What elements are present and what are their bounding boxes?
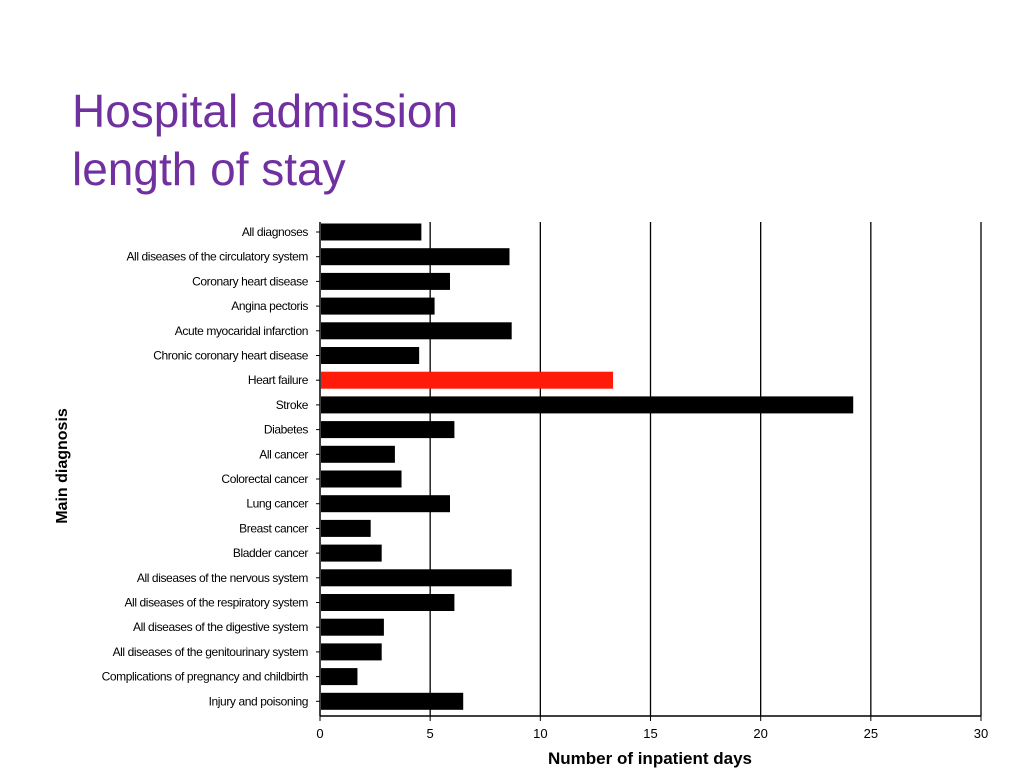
bar-heart-failure — [321, 371, 614, 389]
bar-breast-cancer — [321, 519, 371, 537]
bar-all-diagnoses — [321, 223, 422, 241]
category-label: Diabetes — [264, 423, 309, 437]
bar-coronary-heart-disease — [321, 272, 450, 290]
bar-chronic-coronary-heart-disease — [321, 347, 420, 364]
category-label: All cancer — [259, 447, 308, 461]
category-label: Chronic coronary heart disease — [153, 349, 308, 363]
category-label: Stroke — [276, 398, 309, 412]
category-label: Coronary heart disease — [192, 274, 309, 288]
bars — [321, 223, 854, 710]
category-label: Colorectal cancer — [221, 472, 308, 486]
category-label: All diseases of the nervous system — [137, 571, 309, 585]
x-tick-label: 10 — [533, 726, 547, 741]
category-label: Heart failure — [248, 373, 309, 387]
bar-lung-cancer — [321, 495, 450, 513]
bar-all-diseases-of-the-circulatory-system — [321, 248, 510, 266]
bar-all-diseases-of-the-digestive-system — [321, 618, 384, 636]
category-label: Angina pectoris — [231, 299, 308, 313]
bar-diabetes — [321, 421, 455, 439]
category-label: Bladder cancer — [233, 546, 309, 560]
y-axis-title: Main diagnosis — [54, 408, 71, 524]
bar-bladder-cancer — [321, 544, 382, 562]
category-label: Complications of pregnancy and childbirt… — [102, 670, 308, 684]
bar-angina-pectoris — [321, 297, 435, 315]
bar-complications-of-pregnancy-and-childbirth — [321, 668, 358, 686]
category-label: Lung cancer — [246, 497, 308, 511]
category-label: All diseases of the respiratory system — [124, 596, 308, 610]
bar-all-cancer — [321, 445, 395, 463]
category-label: All diseases of the genitourinary system — [113, 645, 309, 659]
x-axis: 0 5 10 15 20 25 30 — [316, 715, 988, 741]
x-tick-label: 25 — [864, 726, 878, 741]
x-tick-label: 15 — [643, 726, 657, 741]
category-label: All diseases of the digestive system — [133, 620, 308, 634]
slide-title-line-1: Hospital admission — [72, 85, 459, 137]
category-label: Acute myocaridal infarction — [175, 324, 308, 338]
category-label: All diagnoses — [242, 225, 309, 239]
x-tick-label: 0 — [316, 726, 323, 741]
grid-lines — [429, 222, 982, 716]
x-tick-label: 30 — [974, 726, 988, 741]
category-label: Breast cancer — [239, 521, 308, 535]
x-tick-label: 5 — [427, 726, 434, 741]
category-label: Injury and poisoning — [209, 694, 308, 708]
y-axis: All diagnoses All diseases of the circula… — [102, 222, 321, 716]
bar-stroke — [321, 396, 854, 414]
x-axis-title: Number of inpatient days — [548, 749, 752, 768]
bar-all-diseases-of-the-respiratory-system — [321, 594, 455, 611]
slide-title: Hospital admission length of stay — [72, 82, 458, 198]
bar-injury-and-poisoning — [321, 692, 464, 710]
bar-all-diseases-of-the-nervous-system — [321, 569, 512, 587]
bar-colorectal-cancer — [321, 470, 402, 488]
x-tick-label: 20 — [753, 726, 767, 741]
bar-acute-myocaridal-infarction — [321, 322, 512, 340]
slide-title-line-2: length of stay — [72, 143, 346, 195]
bar-all-diseases-of-the-genitourinary-system — [321, 643, 382, 661]
category-label: All diseases of the circulatory system — [126, 250, 308, 264]
